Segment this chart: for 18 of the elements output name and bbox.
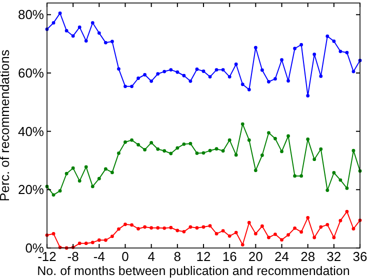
y-tick-label: 80% bbox=[18, 7, 44, 22]
x-tick-label: 8 bbox=[174, 249, 182, 264]
x-tick-label: 20 bbox=[248, 249, 263, 264]
x-tick-label: 28 bbox=[300, 249, 316, 264]
y-tick-label: 40% bbox=[18, 124, 44, 139]
x-tick-label: -8 bbox=[67, 249, 79, 264]
x-tick-label: 36 bbox=[352, 249, 368, 264]
x-tick-label: -4 bbox=[93, 249, 105, 264]
x-axis-title: No. of months between publication and recommendation bbox=[37, 264, 350, 278]
y-tick-label: 0% bbox=[25, 240, 44, 256]
x-tick-label: 0 bbox=[122, 249, 129, 264]
y-tick-label: 60% bbox=[18, 66, 44, 81]
x-tick-label: 24 bbox=[274, 249, 289, 264]
y-tick-label: 20% bbox=[18, 182, 44, 198]
x-tick-label: 32 bbox=[326, 249, 342, 264]
x-tick-label: 16 bbox=[222, 249, 237, 264]
x-tick-label: 4 bbox=[148, 249, 155, 264]
x-tick-label: 12 bbox=[196, 249, 211, 264]
